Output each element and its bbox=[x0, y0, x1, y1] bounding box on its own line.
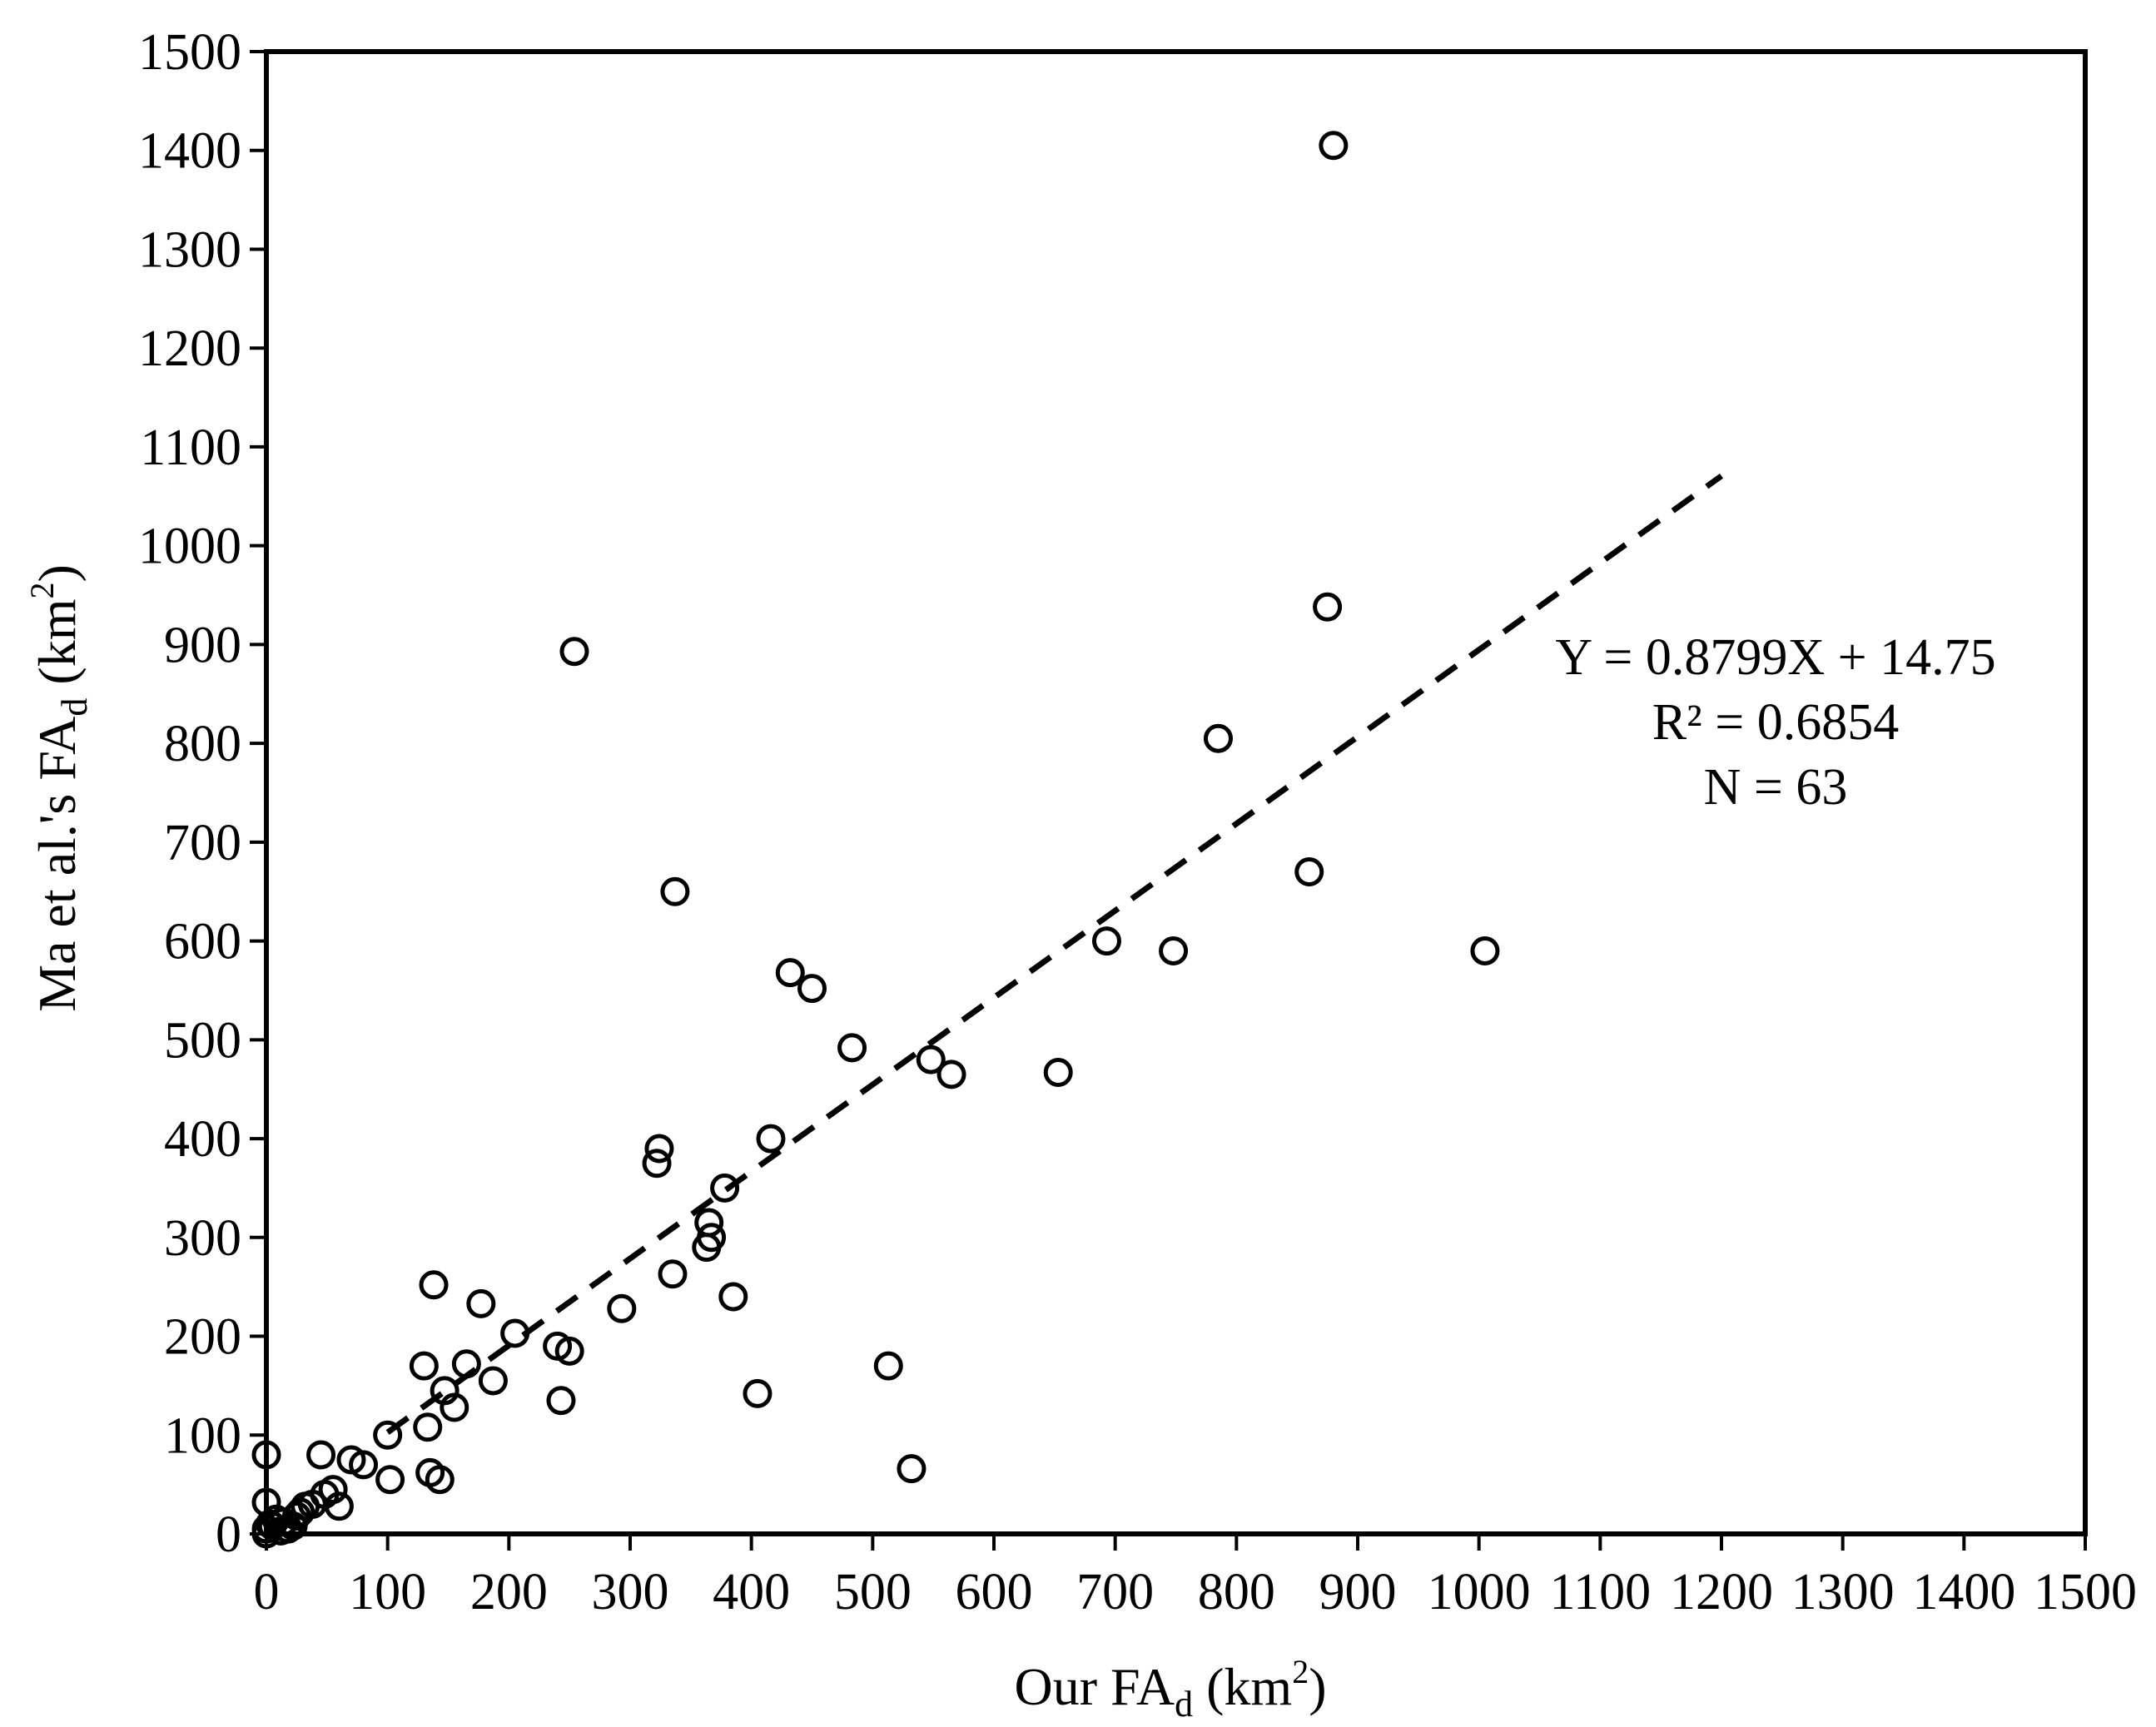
x-tick-label: 0 bbox=[254, 1564, 280, 1620]
x-tick-label: 600 bbox=[956, 1564, 1033, 1620]
x-tick-label: 900 bbox=[1319, 1564, 1397, 1620]
data-point bbox=[644, 1134, 674, 1164]
x-axis-title-close: ) bbox=[1309, 1657, 1326, 1716]
x-tick-label: 100 bbox=[349, 1564, 426, 1620]
x-axis-title-unit: (km bbox=[1193, 1657, 1292, 1716]
y-tick-label: 800 bbox=[164, 716, 241, 772]
data-point bbox=[349, 1450, 379, 1480]
data-point bbox=[743, 1378, 772, 1408]
data-point bbox=[694, 1208, 724, 1238]
trendline bbox=[385, 473, 1724, 1435]
x-axis-title: Our FAd (km2) bbox=[1015, 1653, 1327, 1725]
data-point bbox=[607, 1293, 637, 1323]
data-point bbox=[936, 1060, 966, 1089]
y-tick-label: 200 bbox=[164, 1309, 241, 1366]
x-tick-label: 400 bbox=[713, 1564, 790, 1620]
x-tick-label: 1500 bbox=[2034, 1564, 2137, 1620]
data-point bbox=[658, 1259, 688, 1289]
data-point bbox=[1043, 1058, 1073, 1088]
data-point bbox=[1294, 856, 1324, 886]
data-point bbox=[306, 1440, 336, 1470]
data-point bbox=[425, 1465, 455, 1495]
x-tick-label: 1400 bbox=[1912, 1564, 2015, 1620]
y-axis-title-close: ) bbox=[27, 564, 87, 582]
n-annotation: N = 63 bbox=[1704, 759, 1848, 816]
data-point bbox=[559, 637, 589, 667]
x-tick-label: 700 bbox=[1076, 1564, 1154, 1620]
data-point bbox=[775, 958, 805, 988]
y-axis-ticks: 0 100 200 300 400 500 600 700 800 900 1000 1100 1200… bbox=[138, 24, 266, 1563]
y-axis-title: Ma et al.'s FAd (km2) bbox=[23, 564, 95, 1012]
x-axis-title-main: Our FA bbox=[1015, 1657, 1175, 1716]
data-point bbox=[756, 1124, 786, 1154]
data-point bbox=[660, 876, 690, 906]
x-tick-label: 300 bbox=[592, 1564, 669, 1620]
trendline-group bbox=[385, 473, 1724, 1435]
y-axis-title-superscript: 2 bbox=[23, 583, 61, 599]
y-tick-label: 300 bbox=[164, 1210, 241, 1267]
x-axis-ticks: 0 100 200 300 400 500 600 700 800 900 1000 1100 1200… bbox=[254, 1534, 2137, 1620]
x-tick-label: 1200 bbox=[1670, 1564, 1773, 1620]
data-point bbox=[451, 1349, 481, 1379]
x-axis-title-subscript: d bbox=[1175, 1684, 1193, 1725]
data-point bbox=[413, 1412, 443, 1442]
y-tick-label: 1500 bbox=[138, 24, 241, 81]
x-tick-label: 500 bbox=[834, 1564, 912, 1620]
data-point bbox=[710, 1173, 740, 1203]
data-point bbox=[373, 1420, 403, 1450]
points-group bbox=[251, 131, 1500, 1549]
data-point bbox=[375, 1465, 405, 1495]
data-point bbox=[873, 1351, 903, 1381]
data-point bbox=[1470, 935, 1500, 965]
data-point bbox=[1091, 926, 1121, 956]
data-point bbox=[546, 1386, 576, 1416]
data-point bbox=[500, 1318, 530, 1348]
data-point bbox=[642, 1149, 672, 1179]
y-axis-title-main: Ma et al.'s FA bbox=[27, 717, 87, 1012]
data-point bbox=[324, 1491, 354, 1521]
plot-area-frame bbox=[264, 49, 2088, 1536]
data-point bbox=[419, 1270, 449, 1300]
y-tick-label: 1300 bbox=[138, 221, 241, 278]
data-point bbox=[797, 974, 827, 1004]
data-point bbox=[1319, 131, 1349, 161]
data-point bbox=[554, 1336, 584, 1366]
x-tick-label: 200 bbox=[470, 1564, 548, 1620]
y-tick-label: 900 bbox=[164, 617, 241, 673]
data-point bbox=[466, 1288, 496, 1318]
y-tick-label: 0 bbox=[216, 1506, 241, 1563]
data-point bbox=[1159, 935, 1189, 965]
data-point bbox=[440, 1392, 469, 1422]
y-tick-label: 400 bbox=[164, 1111, 241, 1168]
x-tick-label: 800 bbox=[1198, 1564, 1275, 1620]
y-axis-title-unit: (km bbox=[27, 599, 87, 698]
y-axis-title-subscript: d bbox=[54, 698, 95, 717]
data-point bbox=[409, 1351, 439, 1381]
data-point bbox=[837, 1033, 867, 1063]
data-point bbox=[318, 1475, 348, 1505]
data-point bbox=[478, 1366, 508, 1396]
equation-annotation: Y = 0.8799X + 14.75 bbox=[1555, 629, 1995, 686]
x-tick-label: 1300 bbox=[1791, 1564, 1895, 1620]
x-tick-label: 1000 bbox=[1428, 1564, 1531, 1620]
data-point bbox=[718, 1282, 748, 1312]
y-tick-label: 600 bbox=[164, 914, 241, 970]
data-point bbox=[1203, 723, 1233, 753]
y-tick-label: 1400 bbox=[138, 123, 241, 180]
x-tick-label: 1100 bbox=[1549, 1564, 1651, 1620]
data-point bbox=[897, 1454, 926, 1484]
data-point bbox=[697, 1223, 727, 1253]
y-tick-label: 1000 bbox=[138, 519, 241, 575]
y-tick-label: 1100 bbox=[140, 419, 241, 476]
data-point bbox=[916, 1045, 946, 1074]
y-tick-label: 1200 bbox=[138, 320, 241, 377]
y-tick-label: 100 bbox=[164, 1407, 241, 1464]
x-axis-title-superscript: 2 bbox=[1292, 1653, 1309, 1690]
y-tick-label: 500 bbox=[164, 1012, 241, 1069]
data-point bbox=[1313, 592, 1343, 622]
r-squared-annotation: R² = 0.6854 bbox=[1652, 694, 1899, 751]
y-tick-label: 700 bbox=[164, 815, 241, 871]
